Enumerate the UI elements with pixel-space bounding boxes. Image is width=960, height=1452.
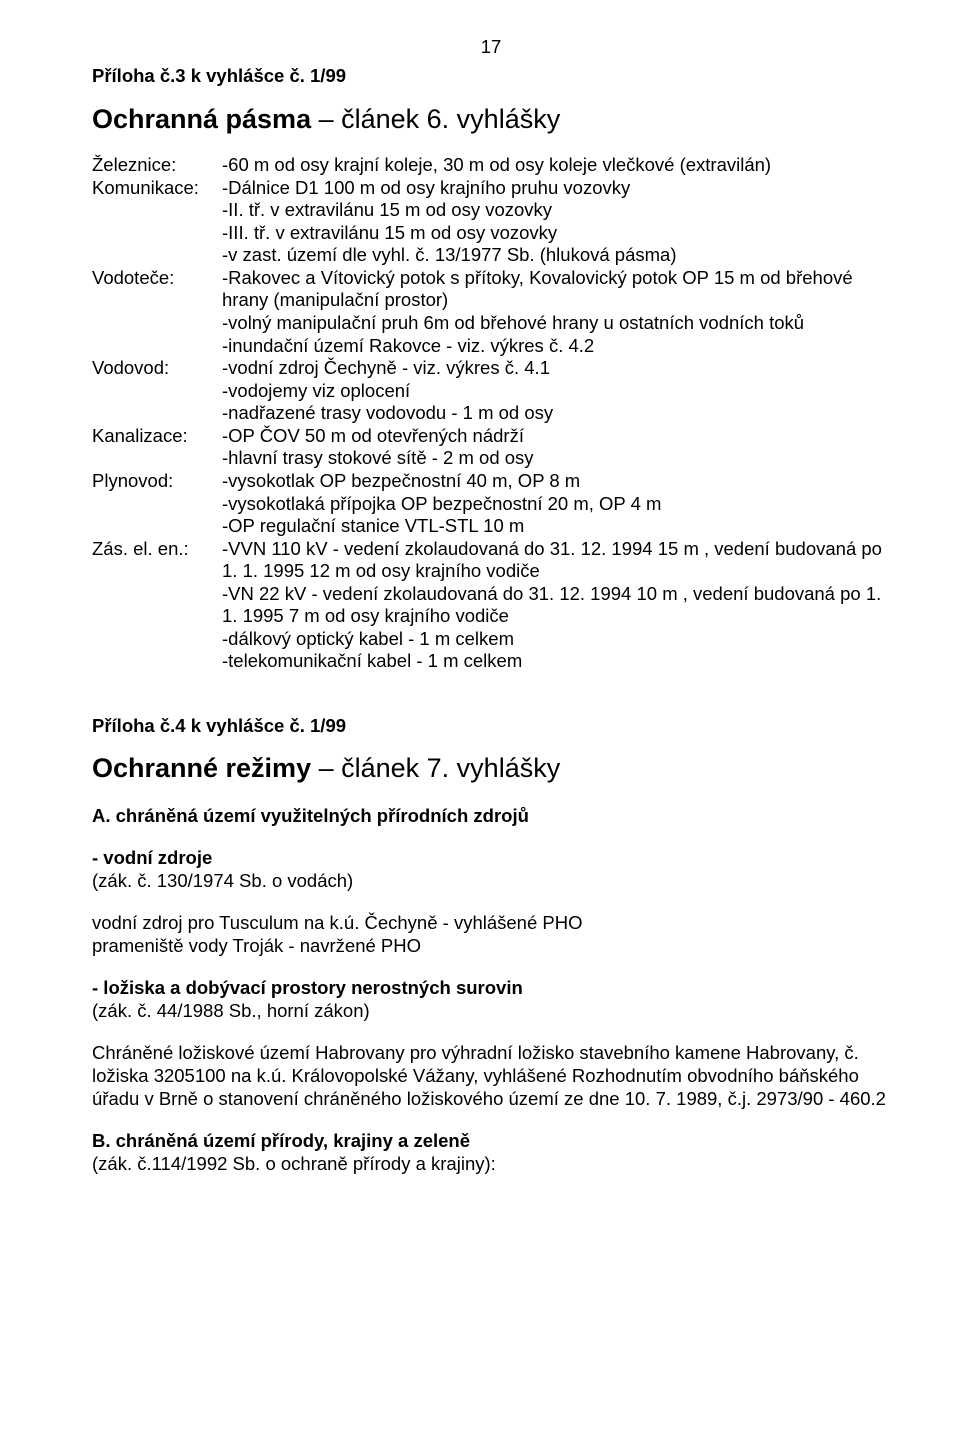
- definition-line: -vysokotlaká přípojka OP bezpečnostní 20…: [222, 493, 890, 516]
- definition-line: -60 m od osy krajní koleje, 30 m od osy …: [222, 154, 890, 177]
- definition-line: -VN 22 kV - vedení zkolaudovaná do 31. 1…: [222, 583, 890, 628]
- section-3-title-bold: Ochranná pásma: [92, 104, 311, 134]
- definition-label: Železnice:: [92, 154, 222, 177]
- definition-line: -hlavní trasy stokové sítě - 2 m od osy: [222, 447, 890, 470]
- deposits-ref: (zák. č. 44/1988 Sb., horní zákon): [92, 1000, 890, 1023]
- definition-row: Kanalizace:-OP ČOV 50 m od otevřených ná…: [92, 425, 890, 470]
- definition-label: Plynovod:: [92, 470, 222, 538]
- water-sources-ref: (zák. č. 130/1974 Sb. o vodách): [92, 870, 890, 893]
- water-source-line: prameniště vody Troják - navržené PHO: [92, 935, 890, 958]
- page-number: 17: [92, 36, 890, 59]
- definition-line: -Rakovec a Vítovický potok s přítoky, Ko…: [222, 267, 890, 312]
- definition-line: -telekomunikační kabel - 1 m celkem: [222, 650, 890, 673]
- section-4-title-rest: – článek 7. vyhlášky: [311, 753, 560, 783]
- appendix-3-heading: Příloha č.3 k vyhlášce č. 1/99: [92, 65, 890, 88]
- definition-value: -OP ČOV 50 m od otevřených nádrží-hlavní…: [222, 425, 890, 470]
- water-source-line: vodní zdroj pro Tusculum na k.ú. Čechyně…: [92, 912, 890, 935]
- definition-line: -nadřazené trasy vodovodu - 1 m od osy: [222, 402, 890, 425]
- definition-line: -v zast. území dle vyhl. č. 13/1977 Sb. …: [222, 244, 890, 267]
- definition-line: -vysokotlak OP bezpečnostní 40 m, OP 8 m: [222, 470, 890, 493]
- definition-line: -vodní zdroj Čechyně - viz. výkres č. 4.…: [222, 357, 890, 380]
- definition-line: -III. tř. v extravilánu 15 m od osy vozo…: [222, 222, 890, 245]
- section-4-title: Ochranné režimy – článek 7. vyhlášky: [92, 752, 890, 785]
- definitions-table: Železnice:-60 m od osy krajní koleje, 30…: [92, 154, 890, 673]
- definition-row: Plynovod:-vysokotlak OP bezpečnostní 40 …: [92, 470, 890, 538]
- definition-line: -OP regulační stanice VTL-STL 10 m: [222, 515, 890, 538]
- definition-value: -vysokotlak OP bezpečnostní 40 m, OP 8 m…: [222, 470, 890, 538]
- appendix-4-heading: Příloha č.4 k vyhlášce č. 1/99: [92, 715, 890, 738]
- definition-row: Vodoteče:-Rakovec a Vítovický potok s př…: [92, 267, 890, 357]
- deposits-heading: - ložiska a dobývací prostory nerostných…: [92, 977, 890, 1000]
- definition-value: -vodní zdroj Čechyně - viz. výkres č. 4.…: [222, 357, 890, 425]
- definition-label: Komunikace:: [92, 177, 222, 267]
- section-3-title: Ochranná pásma – článek 6. vyhlášky: [92, 103, 890, 136]
- definition-line: -volný manipulační pruh 6m od břehové hr…: [222, 312, 890, 335]
- definition-line: -Dálnice D1 100 m od osy krajního pruhu …: [222, 177, 890, 200]
- water-sources-heading: - vodní zdroje: [92, 847, 890, 870]
- definition-label: Zás. el. en.:: [92, 538, 222, 673]
- section-b-heading: B. chráněná území přírody, krajiny a zel…: [92, 1130, 890, 1153]
- definition-value: -Dálnice D1 100 m od osy krajního pruhu …: [222, 177, 890, 267]
- definition-value: -Rakovec a Vítovický potok s přítoky, Ko…: [222, 267, 890, 357]
- section-4-title-bold: Ochranné režimy: [92, 753, 311, 783]
- definition-line: -II. tř. v extravilánu 15 m od osy vozov…: [222, 199, 890, 222]
- definition-label: Vodoteče:: [92, 267, 222, 357]
- water-sources-list: vodní zdroj pro Tusculum na k.ú. Čechyně…: [92, 912, 890, 957]
- definition-line: -inundační území Rakovce - viz. výkres č…: [222, 335, 890, 358]
- definition-label: Kanalizace:: [92, 425, 222, 470]
- definition-row: Zás. el. en.:-VVN 110 kV - vedení zkolau…: [92, 538, 890, 673]
- definition-label: Vodovod:: [92, 357, 222, 425]
- section-3-title-rest: – článek 6. vyhlášky: [311, 104, 560, 134]
- section-b-ref: (zák. č.114/1992 Sb. o ochraně přírody a…: [92, 1153, 890, 1176]
- definition-row: Železnice:-60 m od osy krajní koleje, 30…: [92, 154, 890, 177]
- section-a-heading: A. chráněná území využitelných přírodníc…: [92, 805, 890, 828]
- definition-line: -vodojemy viz oplocení: [222, 380, 890, 403]
- deposits-paragraph: Chráněné ložiskové území Habrovany pro v…: [92, 1042, 890, 1110]
- definition-line: -VVN 110 kV - vedení zkolaudovaná do 31.…: [222, 538, 890, 583]
- definition-row: Komunikace:-Dálnice D1 100 m od osy kraj…: [92, 177, 890, 267]
- definition-value: -60 m od osy krajní koleje, 30 m od osy …: [222, 154, 890, 177]
- definition-line: -dálkový optický kabel - 1 m celkem: [222, 628, 890, 651]
- definition-row: Vodovod:-vodní zdroj Čechyně - viz. výkr…: [92, 357, 890, 425]
- definition-value: -VVN 110 kV - vedení zkolaudovaná do 31.…: [222, 538, 890, 673]
- definition-line: -OP ČOV 50 m od otevřených nádrží: [222, 425, 890, 448]
